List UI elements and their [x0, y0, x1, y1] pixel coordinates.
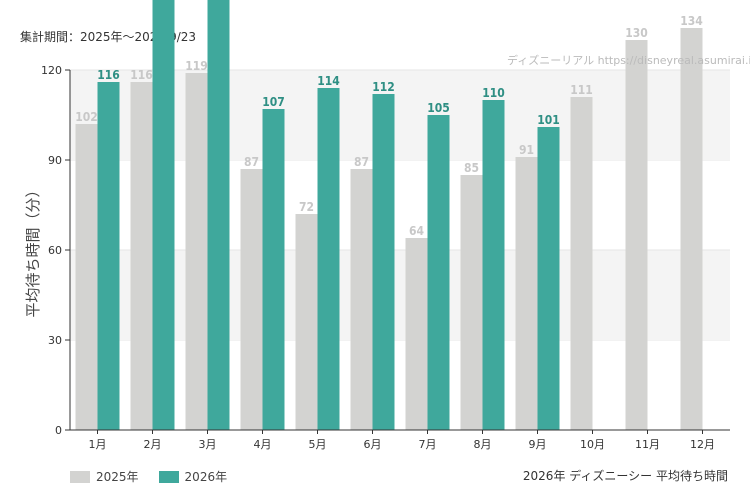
x-tick-label: 11月 — [635, 438, 660, 451]
x-tick-label: 1月 — [89, 438, 107, 451]
data-label-2025-2: 116 — [130, 68, 153, 82]
watermark: ディズニーリアル https://disneyreal.asumirai.inf… — [507, 54, 750, 67]
y-axis-label: 平均待ち時間（分） — [24, 182, 42, 317]
bar-2026-7[interactable] — [427, 115, 450, 430]
grid-bands — [70, 69, 730, 341]
bar-2025-10[interactable] — [570, 97, 593, 430]
bar-2025-7[interactable] — [405, 238, 428, 430]
bar-2025-5[interactable] — [295, 214, 318, 430]
data-label-2026-1: 116 — [97, 68, 120, 82]
data-label-2026-8: 110 — [482, 86, 505, 100]
legend-swatch-2025 — [70, 470, 90, 483]
data-label-2025-11: 130 — [625, 26, 648, 40]
period-label: 集計期間：2025年～2026/9/23 — [20, 30, 197, 44]
x-tick-label: 8月 — [474, 438, 492, 451]
legend-label-2025: 2025年 — [96, 470, 139, 484]
bar-2025-2[interactable] — [130, 82, 153, 430]
y-tick-label: 120 — [41, 64, 62, 77]
bar-2025-6[interactable] — [350, 169, 373, 430]
bar-2026-5[interactable] — [317, 88, 340, 430]
x-tick-label: 7月 — [419, 438, 437, 451]
x-tick-labels: 1月 2月 3月 4月 5月 6月 7月 8月 9月 10月 11月 12月 — [89, 430, 715, 451]
data-label-2025-7: 64 — [409, 224, 425, 238]
bar-2026-4[interactable] — [262, 109, 285, 430]
legend-swatch-2026 — [158, 470, 179, 483]
chart-caption: 2026年 ディズニーシー 平均待ち時間 — [522, 469, 728, 483]
data-labels: 102 116 119 87 72 87 64 85 91 111 130 134 116 107 114 1… — [75, 14, 703, 238]
x-tick-label: 6月 — [364, 438, 382, 451]
y-tick-label: 0 — [55, 424, 62, 437]
data-label-2025-10: 111 — [570, 83, 593, 97]
data-label-2026-9: 101 — [537, 113, 560, 127]
data-label-2026-4: 107 — [262, 95, 285, 109]
legend-item-2025[interactable]: 2025年 — [70, 468, 139, 485]
x-tick-label: 2月 — [144, 438, 162, 451]
data-label-2025-1: 102 — [75, 110, 98, 124]
data-label-2025-9: 91 — [519, 143, 534, 157]
bar-2026-6[interactable] — [372, 94, 395, 430]
y-tick-labels: 0 30 60 90 120 — [41, 64, 70, 437]
x-tick-label: 10月 — [580, 438, 605, 451]
data-label-2025-4: 87 — [244, 155, 259, 169]
series-2026-bars — [97, 0, 560, 430]
grid-band — [70, 250, 730, 340]
x-tick-label: 12月 — [690, 438, 715, 451]
x-tick-label: 5月 — [309, 438, 327, 451]
data-label-2025-3: 119 — [185, 59, 208, 73]
y-tick-label: 90 — [48, 154, 62, 167]
bar-2025-12[interactable] — [680, 28, 703, 430]
bar-2026-9[interactable] — [537, 127, 560, 430]
series-2025-bars — [75, 28, 703, 430]
legend-label-2026: 2026年 — [184, 470, 228, 484]
bar-2025-4[interactable] — [240, 169, 263, 430]
data-label-2025-8: 85 — [464, 161, 479, 175]
bar-2026-3[interactable] — [207, 0, 230, 430]
bar-2025-11[interactable] — [625, 40, 648, 430]
data-label-2025-12: 134 — [680, 14, 703, 28]
data-label-2025-5: 72 — [299, 200, 314, 214]
x-tick-label: 9月 — [529, 438, 547, 451]
data-label-2026-6: 112 — [372, 80, 395, 94]
bar-2026-1[interactable] — [97, 82, 120, 430]
data-label-2026-7: 105 — [427, 101, 450, 115]
bar-2025-3[interactable] — [185, 73, 208, 430]
bar-2025-9[interactable] — [515, 157, 538, 430]
y-tick-label: 30 — [48, 334, 62, 347]
bar-2026-2[interactable] — [152, 0, 175, 430]
bar-2025-8[interactable] — [460, 175, 483, 430]
y-tick-label: 60 — [48, 244, 62, 257]
bar-2025-1[interactable] — [75, 124, 98, 430]
bar-2026-8[interactable] — [482, 100, 505, 430]
legend-item-2026[interactable]: 2026年 — [158, 468, 228, 485]
data-label-2026-5: 114 — [317, 74, 340, 88]
x-tick-label: 4月 — [254, 438, 272, 451]
grid-band — [70, 70, 730, 160]
legend: 2025年 2026年 — [70, 468, 247, 485]
x-tick-label: 3月 — [199, 438, 217, 451]
data-label-2025-6: 87 — [354, 155, 369, 169]
